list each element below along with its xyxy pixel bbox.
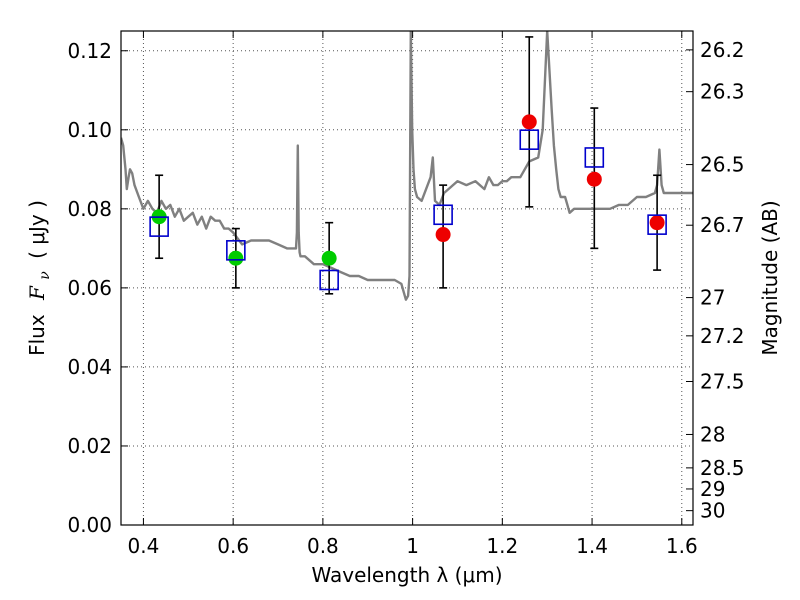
- y-tick-label: 0.10: [67, 118, 112, 142]
- model-photometry-point: [584, 147, 605, 168]
- magnitude-tick-label: 28.5: [700, 456, 745, 480]
- plot-frame: [120, 30, 694, 526]
- magnitude-tick-label: 27.2: [700, 324, 745, 348]
- model-spectrum: [121, 31, 693, 301]
- x-tick-label: 1: [406, 534, 419, 558]
- svg-text:Flux F ν ( μ: Flux F ν ( μJy ): [25, 200, 54, 356]
- y-tick-label: 0.00: [67, 513, 112, 537]
- x-tick-label: 0.6: [217, 534, 249, 558]
- nir-point: [521, 114, 537, 130]
- optical-point: [321, 250, 337, 266]
- nir-point: [435, 227, 451, 243]
- model-spectrum-line: [121, 31, 693, 301]
- magnitude-tick-label: 30: [700, 499, 725, 523]
- magnitude-tick-label: 26.3: [700, 80, 745, 104]
- y-tick-labels: 0.00 0.02 0.04 0.06 0.08 0.10 0.12: [67, 39, 112, 537]
- axis-ticks: [121, 31, 693, 526]
- x-tick-label: 0.4: [128, 534, 160, 558]
- y-tick-label: 0.06: [67, 276, 112, 300]
- x-tick-label: 1.4: [576, 534, 608, 558]
- model-photometry-point: [226, 240, 246, 261]
- magnitude-tick-label: 26.7: [700, 213, 745, 237]
- x-tick-labels: 0.4 0.6 0.8 1 1.2 1.4 1.6: [128, 534, 698, 558]
- y-tick-label: 0.02: [67, 434, 112, 458]
- magnitude-tick-label: 26.2: [700, 38, 745, 62]
- magnitude-tick-label: 26.5: [700, 153, 745, 177]
- x-axis-title: Wavelength λ (μm): [311, 563, 502, 587]
- optical-point: [228, 250, 244, 266]
- x-tick-label: 0.8: [307, 534, 339, 558]
- nir-point: [649, 215, 665, 231]
- x-tick-label: 1.6: [666, 534, 698, 558]
- y-axis-title-text: Flux: [25, 314, 49, 356]
- plot-background: [121, 31, 693, 525]
- model-photometry-point: [519, 129, 540, 150]
- nir-point: [586, 171, 602, 187]
- magnitude-tick-label: 27: [700, 286, 725, 310]
- y-axis-title-symbol: F: [25, 285, 49, 301]
- x-tick-label: 1.2: [486, 534, 518, 558]
- y-tick-label: 0.04: [67, 355, 112, 379]
- y-axis-title-subscript: ν: [37, 271, 53, 280]
- data-points: [149, 114, 667, 291]
- model-photometry-point: [319, 269, 339, 291]
- magnitude-tick-label: 28: [700, 422, 725, 446]
- magnitude-tick-label: 29: [700, 477, 725, 501]
- model-photometry-point: [433, 204, 453, 226]
- y-tick-label: 0.12: [67, 39, 112, 63]
- model-photometry-point: [647, 214, 667, 235]
- magnitude-tick-label: 27.5: [700, 370, 745, 394]
- y2-axis-title: Magnitude (AB): [758, 200, 782, 355]
- svg-text:Magnitude (AB): Magnitude (AB): [758, 200, 782, 355]
- y-tick-label: 0.08: [67, 197, 112, 221]
- model-photometry-point: [149, 216, 169, 237]
- y-axis-title: Flux F ν ( μJy ): [25, 200, 54, 356]
- y-axis-title-unit: ( μJy ): [25, 200, 49, 259]
